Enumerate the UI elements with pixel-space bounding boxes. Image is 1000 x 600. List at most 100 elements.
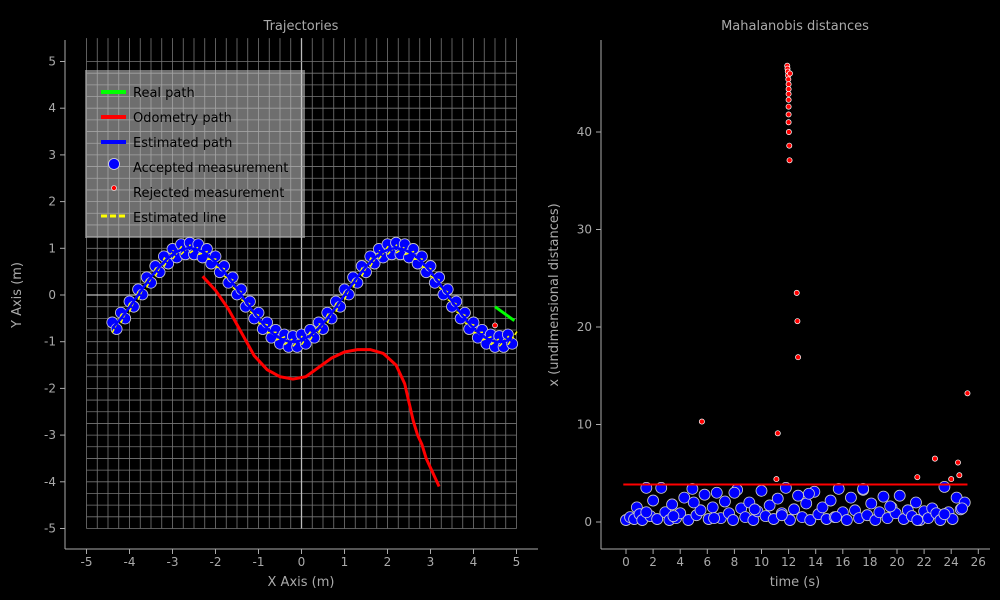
y-tick-label: 2 <box>48 195 56 209</box>
legend-odometry-label: Odometry path <box>133 111 232 126</box>
x-tick-label: 14 <box>808 555 823 569</box>
legend-accepted-marker <box>108 158 120 170</box>
mahalanobis-y-ticks: 40 30 20 10 0 <box>577 125 601 529</box>
rejected-distance <box>785 119 792 126</box>
y-tick-label: 20 <box>577 320 592 334</box>
accepted-distance <box>824 494 837 507</box>
mahalanobis-marks <box>620 62 971 526</box>
accepted-distance <box>840 514 853 526</box>
y-tick-label: 40 <box>577 125 592 139</box>
x-tick-label: 4 <box>470 555 478 569</box>
accepted-distance <box>788 503 800 516</box>
rejected-distance <box>785 76 792 83</box>
estimated-line <box>137 277 149 300</box>
accepted-distance <box>748 503 761 516</box>
rejected-distance <box>948 476 955 483</box>
accepted-distance <box>893 489 906 502</box>
x-tick-label: 2 <box>649 555 657 569</box>
estimated-line <box>481 335 492 341</box>
accepted-distance <box>708 512 720 524</box>
estimated-line <box>421 265 432 270</box>
rejected-distance <box>773 476 780 483</box>
x-tick-label: 8 <box>731 555 739 569</box>
x-tick-label: 3 <box>427 555 435 569</box>
estimated-line <box>404 250 415 256</box>
rejected-distance <box>698 418 705 425</box>
rejected-distance <box>787 70 793 77</box>
accepted-distance <box>804 514 817 526</box>
accepted-distance <box>873 506 886 519</box>
mahalanobis-x-label: time (s) <box>770 575 820 590</box>
estimated-line <box>464 322 475 326</box>
real-path-line <box>494 305 516 322</box>
estimated-path-line <box>111 247 513 343</box>
y-tick-label: 0 <box>48 288 56 302</box>
y-tick-label: 5 <box>48 55 56 69</box>
accepted-distance <box>845 491 857 504</box>
mahalanobis-x-ticks: 0 2 4 6 8 10 12 14 16 18 20 22 24 26 <box>622 549 986 569</box>
rejected-distance <box>956 472 963 479</box>
x-tick-label: -1 <box>253 555 265 569</box>
estimated-line <box>240 299 252 306</box>
rejected-distance <box>785 96 792 103</box>
estimated-line <box>456 311 467 317</box>
y-tick-label: 0 <box>584 515 592 529</box>
accepted-measurement <box>415 250 428 263</box>
rejected-distance <box>786 142 793 149</box>
estimated-line <box>249 311 260 317</box>
accepted-distance <box>687 496 700 509</box>
x-tick-label: -2 <box>210 555 222 569</box>
estimated-line <box>258 322 269 326</box>
x-tick-label: -4 <box>124 555 136 569</box>
estimated-line <box>198 250 208 256</box>
rejected-distance <box>955 459 961 466</box>
estimated-line <box>154 257 166 277</box>
rejected-distance <box>785 91 792 97</box>
estimated-line <box>146 266 157 288</box>
accepted-distance <box>816 501 829 514</box>
trajectories-y-ticks: 5 4 3 2 1 0 -1 -2 -3 -4 -5 <box>44 55 65 536</box>
accepted-distance <box>830 511 842 524</box>
accepted-distance <box>775 509 788 522</box>
accepted-distance <box>800 497 813 510</box>
x-tick-label: 0 <box>622 555 630 569</box>
accepted-distance <box>910 496 922 509</box>
accepted-distance <box>710 486 723 499</box>
rejected-distance <box>795 354 802 361</box>
estimated-line <box>189 245 200 254</box>
accepted-distance <box>728 486 741 499</box>
rejected-distance <box>774 430 781 437</box>
accepted-distance <box>666 498 678 511</box>
rejected-distance <box>785 86 792 93</box>
estimated-line <box>326 301 338 324</box>
legend-rejected-marker <box>111 185 117 191</box>
accepted-distance <box>763 499 776 512</box>
accepted-distance <box>755 484 768 497</box>
legend-real-label: Real path <box>133 86 195 101</box>
x-tick-label: 1 <box>341 555 349 569</box>
accepted-distance <box>719 495 731 508</box>
rejected-distance <box>931 455 938 462</box>
accepted-distance <box>727 514 739 526</box>
y-tick-label: 10 <box>577 418 592 432</box>
trajectories-x-label: X Axis (m) <box>268 575 335 590</box>
x-tick-label: 4 <box>676 555 684 569</box>
estimated-line <box>438 286 449 294</box>
accepted-distance <box>877 490 890 503</box>
y-tick-label: -1 <box>44 335 56 349</box>
y-tick-label: -4 <box>44 475 56 489</box>
rejected-distance <box>785 81 792 88</box>
estimated-line <box>215 265 226 270</box>
estimated-line <box>430 275 441 282</box>
accepted-distance <box>865 497 878 510</box>
estimated-line <box>447 299 458 306</box>
mahalanobis-plot: Mahalanobis distances 0 2 4 6 8 10 12 14 16 18 20 2… <box>547 19 990 590</box>
accepted-distance <box>694 504 707 517</box>
x-tick-label: 2 <box>384 555 392 569</box>
x-tick-label: -3 <box>167 555 179 569</box>
estimated-line <box>283 337 295 346</box>
y-tick-label: -2 <box>44 381 56 395</box>
x-tick-label: 24 <box>944 555 959 569</box>
accepted-distance <box>678 491 691 504</box>
